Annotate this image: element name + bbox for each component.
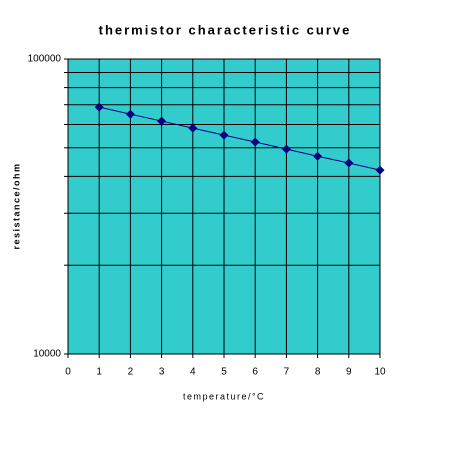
x-tick-label: 2 — [128, 367, 134, 378]
data-point — [281, 144, 291, 154]
data-point — [157, 116, 167, 126]
x-tick-label: 10 — [374, 367, 386, 378]
x-tick-label: 7 — [284, 367, 290, 378]
data-point — [313, 151, 323, 161]
x-axis-title: temperature/°C — [183, 391, 265, 401]
data-point — [219, 130, 229, 140]
chart-title: thermistor characteristic curve — [99, 22, 352, 37]
x-tick-label: 3 — [159, 367, 165, 378]
x-tick-label: 6 — [252, 367, 258, 378]
data-point — [125, 109, 135, 119]
y-tick-label: 10000 — [33, 349, 61, 360]
data-point — [375, 165, 385, 175]
series-line — [99, 106, 381, 171]
data-point — [344, 158, 354, 168]
data-point — [250, 137, 260, 147]
x-tick-label: 9 — [346, 367, 352, 378]
x-tick-label: 5 — [221, 367, 227, 378]
data-point — [94, 102, 104, 112]
x-tick-label: 4 — [190, 367, 196, 378]
y-tick-label: 100000 — [28, 54, 62, 65]
x-tick-label: 8 — [315, 367, 321, 378]
y-axis-title: resistance/ohm — [11, 162, 21, 249]
data-point — [188, 123, 198, 133]
x-tick-label: 0 — [65, 367, 71, 378]
plot-border — [67, 58, 381, 355]
x-tick-label: 1 — [96, 367, 102, 378]
